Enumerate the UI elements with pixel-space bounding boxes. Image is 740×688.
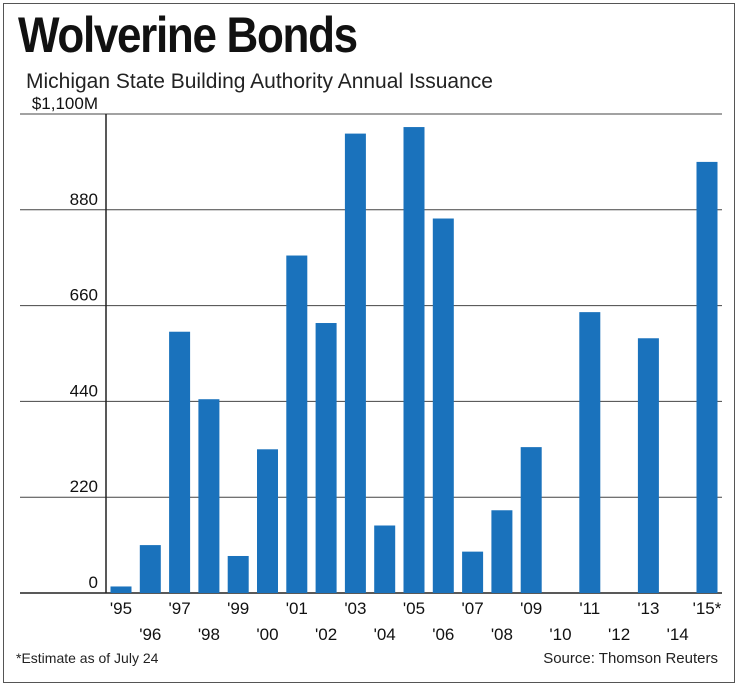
- y-tick-label: 220: [70, 477, 98, 496]
- x-tick-label: '05: [403, 599, 425, 618]
- y-tick-label: 440: [70, 381, 98, 400]
- bar: [198, 399, 220, 593]
- bar: [286, 255, 308, 594]
- x-tick-label: '15*: [693, 599, 722, 618]
- bar: [462, 551, 484, 593]
- x-tick-label: '04: [374, 625, 396, 644]
- x-tick-label: '10: [549, 625, 571, 644]
- bar: [520, 447, 542, 593]
- bar: [139, 545, 161, 593]
- source-credit: Source: Thomson Reuters: [543, 650, 718, 667]
- x-tick-label: '08: [491, 625, 513, 644]
- x-tick-label: '07: [462, 599, 484, 618]
- x-tick-label: '95: [110, 599, 132, 618]
- bar: [696, 161, 718, 593]
- x-tick-label: '06: [432, 625, 454, 644]
- y-tick-label: 0: [89, 573, 98, 592]
- footnote: *Estimate as of July 24: [16, 650, 159, 666]
- bar: [169, 331, 191, 593]
- bar: [637, 338, 659, 593]
- x-tick-label: '13: [637, 599, 659, 618]
- x-tick-label: '14: [667, 625, 689, 644]
- y-tick-label: $1,100M: [32, 94, 98, 113]
- x-tick-label: '00: [256, 625, 278, 644]
- chart-subtitle: Michigan State Building Authority Annual…: [26, 70, 493, 93]
- bar: [403, 127, 425, 594]
- x-tick-label: '02: [315, 625, 337, 644]
- x-tick-label: '97: [169, 599, 191, 618]
- y-tick-label: 880: [70, 190, 98, 209]
- bar: [579, 312, 601, 593]
- bar: [257, 449, 278, 593]
- x-tick-label: '11: [579, 599, 600, 618]
- x-tick-label: '03: [344, 599, 366, 618]
- bar: [315, 323, 337, 593]
- chart-frame: [3, 3, 735, 683]
- x-tick-label: '09: [520, 599, 542, 618]
- x-tick-label: '96: [139, 625, 161, 644]
- bar: [432, 218, 454, 593]
- bar: [374, 525, 396, 593]
- bar: [344, 133, 366, 593]
- bar: [227, 555, 249, 593]
- chart-title: Wolverine Bonds: [18, 7, 358, 63]
- x-tick-label: '99: [227, 599, 249, 618]
- x-tick-label: '98: [198, 625, 220, 644]
- x-tick-label: '01: [286, 599, 308, 618]
- x-tick-label: '12: [608, 625, 630, 644]
- bar: [491, 510, 513, 593]
- bar: [110, 586, 132, 593]
- y-tick-label: 660: [70, 286, 98, 305]
